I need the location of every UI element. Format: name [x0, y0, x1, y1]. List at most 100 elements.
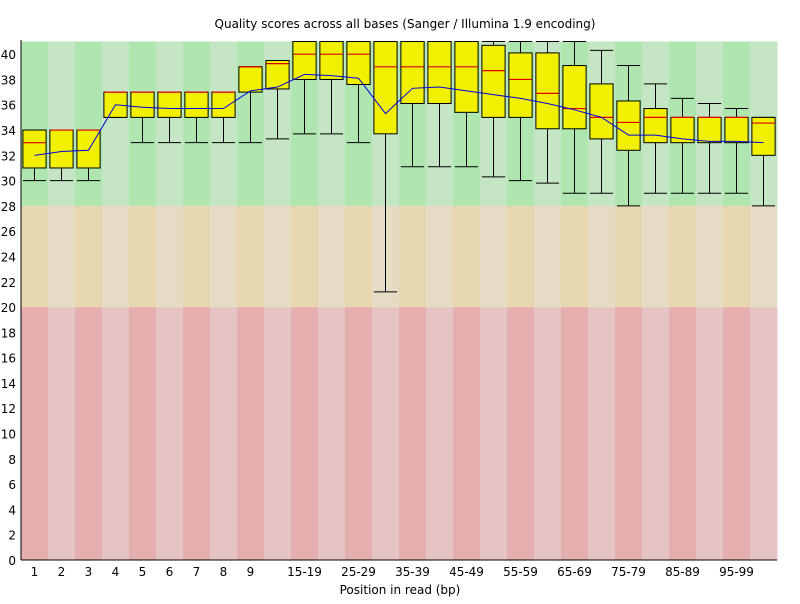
y-tick-label: 14: [1, 377, 16, 391]
x-tick-label: 2: [58, 565, 66, 579]
y-tick-label: 10: [1, 428, 16, 442]
iqr-box: [400, 41, 425, 104]
x-tick-label: 75-79: [611, 565, 646, 579]
iqr-box: [184, 91, 209, 118]
x-tick-label: 9: [247, 565, 255, 579]
iqr-box: [49, 129, 74, 169]
zone-stripe: [75, 41, 103, 206]
zone-stripe: [669, 205, 697, 308]
x-tick-label: 3: [85, 565, 93, 579]
zone-stripe: [750, 307, 778, 560]
zone-stripe: [156, 307, 184, 560]
zone-stripe: [102, 205, 130, 308]
iqr-box: [238, 66, 263, 93]
boxplot-23: [616, 65, 641, 207]
y-tick-label: 28: [1, 200, 16, 214]
x-tick-labels: 1 2 3 4 5 6 7 8 9 15-19 25-29 35-39 45-49 55-59 65-69 7…: [31, 565, 754, 579]
iqr-box: [427, 41, 452, 104]
x-tick-label: 45-49: [449, 565, 484, 579]
zone-stripe: [642, 307, 670, 560]
y-tick-label: 18: [1, 326, 16, 340]
zone-stripe: [453, 307, 481, 560]
zone-stripe: [534, 205, 562, 308]
zone-stripe: [696, 205, 724, 308]
y-tick-label: 26: [1, 225, 16, 239]
iqr-box: [508, 52, 533, 118]
x-tick-label: 35-39: [395, 565, 430, 579]
boxplot-7: [184, 91, 209, 144]
boxplot-6: [157, 91, 182, 144]
zone-stripe: [561, 307, 589, 560]
boxplot-13: [346, 41, 371, 144]
zone-stripe: [210, 205, 238, 308]
boxplot-27: [724, 108, 749, 194]
zone-stripe: [21, 307, 49, 560]
y-tick-label: 16: [1, 352, 16, 366]
boxplot-10: [265, 59, 290, 140]
y-tick-label: 4: [8, 503, 16, 517]
y-tick-label: 34: [1, 124, 16, 138]
zone-stripe: [669, 307, 697, 560]
zone-stripe: [48, 41, 76, 206]
y-tick-label: 0: [8, 554, 16, 568]
zone-stripe: [102, 307, 130, 560]
zone-stripe: [399, 205, 427, 308]
x-tick-label: 1: [31, 565, 39, 579]
zone-stripe: [345, 205, 373, 308]
zone-stripe: [345, 307, 373, 560]
zone-stripe: [426, 205, 454, 308]
iqr-box: [562, 65, 587, 130]
zone-stripe: [372, 307, 400, 560]
iqr-box: [751, 116, 776, 156]
zone-stripe: [75, 307, 103, 560]
x-tick-label: 8: [220, 565, 228, 579]
x-tick-label: 5: [139, 565, 147, 579]
x-tick-label: 25-29: [341, 565, 376, 579]
y-tick-label: 38: [1, 73, 16, 87]
zone-stripe: [750, 205, 778, 308]
quality-zones-background: [21, 41, 778, 560]
y-tick-label: 2: [8, 529, 16, 543]
y-tick-label: 20: [1, 301, 16, 315]
boxplot-21: [562, 41, 587, 194]
zone-stripe: [318, 205, 346, 308]
boxplot-25: [670, 97, 695, 194]
zone-stripe: [615, 307, 643, 560]
boxplot-22: [589, 49, 614, 194]
zone-stripe: [291, 205, 319, 308]
iqr-box: [535, 52, 560, 130]
iqr-box: [481, 44, 506, 118]
y-tick-label: 24: [1, 250, 16, 264]
zone-stripe: [264, 205, 292, 308]
iqr-box: [130, 91, 155, 118]
zone-stripe: [534, 307, 562, 560]
x-tick-label: 85-89: [665, 565, 700, 579]
boxplot-28: [751, 116, 776, 207]
zone-stripe: [291, 307, 319, 560]
x-tick-label: 6: [166, 565, 174, 579]
zone-stripe: [399, 307, 427, 560]
axes: [20, 40, 777, 561]
zone-stripe: [480, 307, 508, 560]
boxplot-26: [697, 102, 722, 194]
zone-stripe: [696, 307, 724, 560]
boxplot-2: [49, 129, 74, 182]
iqr-box: [454, 41, 479, 113]
zone-stripe: [507, 307, 535, 560]
zone-stripe: [129, 205, 157, 308]
zone-stripe: [615, 205, 643, 308]
x-tick-label: 55-59: [503, 565, 538, 579]
iqr-box: [724, 116, 749, 144]
boxplot-12: [319, 41, 344, 135]
iqr-box: [211, 91, 236, 118]
iqr-box: [346, 41, 371, 86]
y-tick-label: 32: [1, 149, 16, 163]
iqr-box: [157, 91, 182, 118]
zone-stripe: [156, 205, 184, 308]
zone-stripe: [237, 205, 265, 308]
boxplot-1: [22, 129, 47, 182]
zone-stripe: [210, 307, 238, 560]
iqr-box: [319, 41, 344, 80]
x-tick-label: 95-99: [719, 565, 754, 579]
